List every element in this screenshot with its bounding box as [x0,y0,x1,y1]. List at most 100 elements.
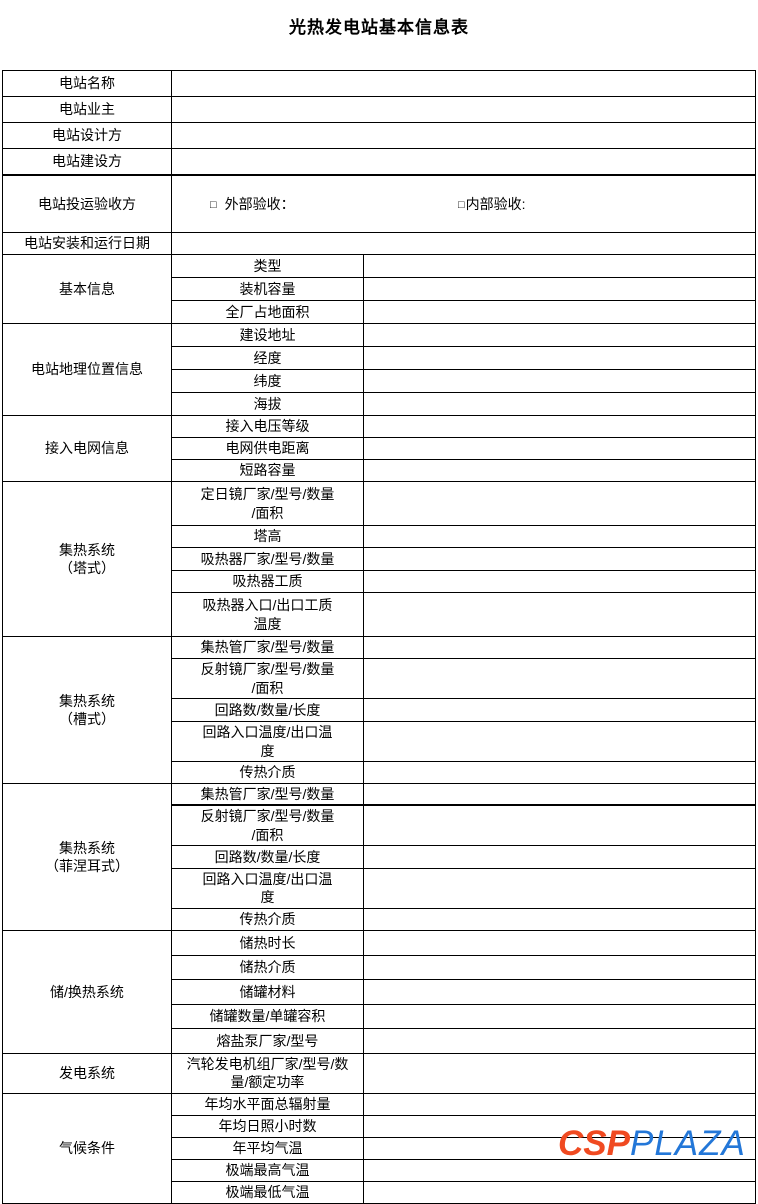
value-cell[interactable] [363,323,756,348]
info-table: 电站名称 电站业主 电站设计方 电站建设方 电站投运验收方 □ 外部验收： □内部… [2,70,756,1204]
value-station-owner[interactable] [171,96,756,123]
label-station-owner: 电站业主 [2,96,172,123]
value-cell[interactable] [363,1092,756,1116]
internal-acceptance-label: 内部验收: [465,195,526,212]
section-collector-fresnel: 集热系统 （菲涅耳式） [2,783,172,931]
value-cell[interactable] [363,658,756,700]
sub-label: 集热管厂家/型号/数量 [171,783,364,807]
value-cell[interactable] [363,547,756,572]
value-cell[interactable] [363,570,756,594]
section-grid-connection: 接入电网信息 [2,415,172,483]
value-cell[interactable] [363,277,756,302]
sub-label: 储热时长 [171,929,364,956]
value-cell[interactable] [363,978,756,1005]
sub-label: 回路入口温度/出口温 度 [171,721,364,763]
section-collector-trough: 集热系统 （槽式） [2,636,172,785]
section-power-generation: 发电系统 [2,1052,172,1094]
value-cell[interactable] [363,300,756,325]
value-acceptance-party[interactable]: □ 外部验收： □内部验收: [171,173,756,234]
value-cell[interactable] [363,721,756,763]
sub-label: 吸热器厂家/型号/数量 [171,547,364,572]
sub-label: 反射镜厂家/型号/数量 /面积 [171,804,364,846]
internal-acceptance-option[interactable]: □内部验收: [458,195,526,213]
logo-plaza-text: PLAZA [629,1124,746,1163]
value-cell[interactable] [363,698,756,723]
sub-label: 短路容量 [171,459,364,483]
value-cell[interactable] [363,369,756,394]
value-cell[interactable] [363,1180,756,1204]
value-cell[interactable] [363,346,756,371]
value-cell[interactable] [363,254,756,279]
sub-label: 回路入口温度/出口温 度 [171,867,364,909]
value-cell[interactable] [363,592,756,638]
value-cell[interactable] [363,525,756,549]
sub-label: 装机容量 [171,277,364,302]
sub-label: 汽轮发电机组厂家/型号/数 量/额定功率 [171,1052,364,1094]
sub-label: 接入电压等级 [171,415,364,439]
external-acceptance-option[interactable]: □ 外部验收： [210,195,295,213]
sub-label: 储罐材料 [171,978,364,1005]
value-cell[interactable] [363,1052,756,1094]
sub-label: 海拔 [171,392,364,417]
label-acceptance-party: 电站投运验收方 [2,173,172,234]
sub-label: 储罐数量/单罐容积 [171,1003,364,1029]
value-cell[interactable] [363,1027,756,1054]
sub-label: 年均日照小时数 [171,1114,364,1138]
sub-label: 传热介质 [171,761,364,785]
section-collector-tower: 集热系统 （塔式） [2,481,172,638]
value-cell[interactable] [363,783,756,807]
value-station-name[interactable] [171,70,756,97]
value-cell[interactable] [363,844,756,869]
sub-label: 定日镜厂家/型号/数量 /面积 [171,481,364,527]
sub-label: 全厂占地面积 [171,300,364,325]
sub-label: 年均水平面总辐射量 [171,1092,364,1116]
sub-label: 回路数/数量/长度 [171,844,364,869]
form-title: 光热发电站基本信息表 [289,18,469,37]
section-storage-heat-exchange: 储/换热系统 [2,929,172,1054]
value-cell[interactable] [363,636,756,660]
value-cell[interactable] [363,954,756,980]
section-climate: 气候条件 [2,1092,172,1204]
value-cell[interactable] [363,907,756,931]
label-station-builder: 电站建设方 [2,148,172,175]
sub-label: 电网供电距离 [171,437,364,461]
sub-label: 塔高 [171,525,364,549]
value-cell[interactable] [363,1003,756,1029]
value-cell[interactable] [363,761,756,785]
sub-label: 类型 [171,254,364,279]
sub-label: 极端最高气温 [171,1158,364,1182]
sub-label: 吸热器入口/出口工质 温度 [171,592,364,638]
value-station-builder[interactable] [171,148,756,175]
label-install-run-date: 电站安装和运行日期 [2,232,172,256]
sub-label: 传热介质 [171,907,364,931]
sub-label: 反射镜厂家/型号/数量 /面积 [171,658,364,700]
value-cell[interactable] [363,459,756,483]
value-cell[interactable] [363,437,756,461]
section-basic-info: 基本信息 [2,254,172,325]
logo-csp-text: CSP [558,1124,630,1163]
value-cell[interactable] [363,481,756,527]
value-station-designer[interactable] [171,122,756,149]
csp-plaza-logo: CSPPLAZA [558,1126,746,1161]
sub-label: 吸热器工质 [171,570,364,594]
sub-label: 建设地址 [171,323,364,348]
sub-label: 经度 [171,346,364,371]
sub-label: 熔盐泵厂家/型号 [171,1027,364,1054]
value-cell[interactable] [363,415,756,439]
sub-label: 回路数/数量/长度 [171,698,364,723]
value-install-run-date[interactable] [171,232,756,256]
external-acceptance-checkbox-icon[interactable]: □ [210,198,217,211]
label-station-designer: 电站设计方 [2,122,172,149]
sub-label: 储热介质 [171,954,364,980]
label-station-name: 电站名称 [2,70,172,97]
sub-label: 年平均气温 [171,1136,364,1160]
external-acceptance-label: 外部验收： [224,195,295,212]
value-cell[interactable] [363,804,756,846]
section-geo-location: 电站地理位置信息 [2,323,172,417]
sub-label: 极端最低气温 [171,1180,364,1204]
value-cell[interactable] [363,929,756,956]
internal-acceptance-checkbox-icon[interactable]: □ [458,198,465,211]
sub-label: 纬度 [171,369,364,394]
value-cell[interactable] [363,867,756,909]
value-cell[interactable] [363,392,756,417]
